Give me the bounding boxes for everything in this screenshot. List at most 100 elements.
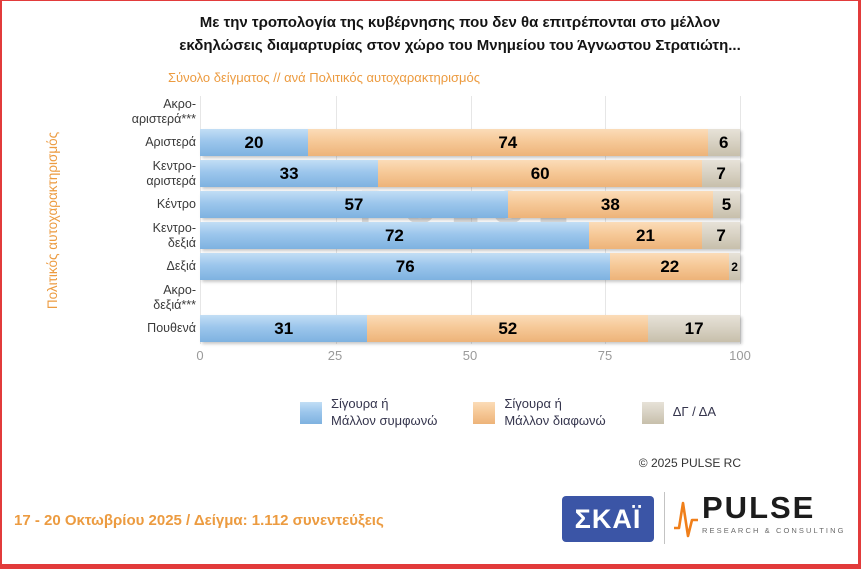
pulse-logo-text-block: PULSE RESEARCH & CONSULTING (702, 492, 846, 535)
bar-stack: 20 74 6 (200, 129, 740, 156)
chart-row: Αριστερά 20 74 6 (90, 127, 740, 158)
chart-row: Κεντρο- αριστερά 33 60 7 (90, 158, 740, 189)
gridline (605, 96, 607, 344)
bar-value: 22 (660, 256, 680, 276)
x-axis: 0 25 50 75 100 (196, 348, 750, 366)
category-label: Κέντρο (156, 197, 196, 212)
chart-rows: Ακρο- αριστερά*** Αριστερά 20 74 6 Κεντρο- αρ… (90, 96, 740, 344)
pulse-waveform-icon (674, 501, 698, 538)
bar-value: 76 (395, 256, 415, 276)
bar-segment: 60 (378, 160, 703, 187)
bar-value: 60 (530, 163, 550, 183)
bar-value: 7 (716, 163, 726, 183)
bar-segment: 52 (367, 315, 649, 342)
bar-segment: 5 (712, 191, 740, 218)
bar-value: 2 (731, 259, 738, 274)
category-label: Κεντρο- αριστερά (146, 159, 196, 188)
bar-value: 5 (721, 194, 732, 214)
category-label: Δεξιά (166, 259, 196, 274)
bar-value: 7 (716, 225, 726, 245)
category-label: Ακρο- δεξιά*** (153, 283, 196, 312)
legend-item: ΔΓ / ΔΑ (641, 401, 717, 424)
bar-segment: 21 (588, 222, 703, 249)
pulse-logo-text: PULSE (702, 490, 816, 525)
bar-value: 57 (344, 194, 364, 214)
category-label: Πουθενά (147, 321, 196, 336)
chart-row: Ακρο- αριστερά*** (90, 96, 740, 127)
bar-segment: 20 (200, 129, 308, 156)
category-label: Ακρο- αριστερά*** (131, 97, 196, 126)
chart-row: Πουθενά 31 52 17 (90, 313, 740, 344)
bar-stack: 31 52 17 (200, 315, 740, 342)
bar-segment: 57 (200, 191, 508, 218)
bar-segment: 38 (507, 191, 713, 218)
chart-subtitle: Σύνολο δείγματος // ανά Πολιτικός αυτοχα… (168, 70, 480, 85)
copyright-text: © 2025 PULSE RC (638, 456, 741, 470)
skai-logo: ΣΚΑΪ (562, 496, 654, 542)
bar-segment: 2 (729, 253, 740, 280)
bar-value: 33 (279, 163, 299, 183)
bar-stack: 76 22 2 (200, 253, 740, 280)
bar-track: 76 22 2 (200, 253, 740, 280)
legend-swatch (473, 401, 496, 424)
bar-segment: 74 (308, 129, 708, 156)
pulse-logo: PULSE RESEARCH & CONSULTING (664, 492, 846, 544)
bar-value: 17 (684, 318, 704, 338)
x-tick-label: 0 (196, 348, 204, 363)
chart-row: Δεξιά 76 22 2 (90, 251, 740, 282)
bar-value: 72 (384, 225, 404, 245)
y-axis-label: Πολιτικός αυτοχαρακτηρισμός (45, 131, 61, 309)
bar-value: 21 (636, 225, 655, 245)
legend-swatch (641, 401, 664, 424)
bar-segment: 22 (610, 253, 730, 280)
bar-track: 33 60 7 (200, 160, 740, 187)
x-tick-label: 50 (462, 348, 478, 363)
legend-label: Σίγουρα ή Μάλλον συμφωνώ (331, 396, 438, 428)
bar-value: 38 (600, 194, 620, 214)
bar-segment: 72 (200, 222, 589, 249)
bar-value: 74 (498, 132, 518, 152)
survey-info-text: 17 - 20 Οκτωβρίου 2025 / Δείγμα: 1.112 σ… (14, 512, 384, 529)
chart-row: Ακρο- δεξιά*** (90, 282, 740, 313)
x-tick-label: 100 (729, 348, 751, 363)
bar-track: 57 38 5 (200, 191, 740, 218)
bar-stack: 33 60 7 (200, 160, 740, 187)
bar-value: 20 (244, 132, 264, 152)
bar-track: 20 74 6 (200, 129, 740, 156)
bar-segment: 17 (648, 315, 740, 342)
bar-segment: 31 (200, 315, 368, 342)
skai-logo-text: ΣΚΑΪ (574, 503, 642, 534)
legend: Σίγουρα ή Μάλλον συμφωνώ Σίγουρα ή Μάλλον… (300, 396, 716, 430)
bar-track (200, 284, 740, 311)
bar-value: 31 (274, 318, 294, 338)
legend-swatch (300, 401, 322, 424)
gridline (470, 96, 472, 344)
bar-track: 72 21 7 (200, 222, 740, 249)
category-label: Αριστερά (145, 135, 196, 150)
chart-title: Με την τροπολογία της κυβέρνησης που δεν… (179, 14, 741, 54)
bar-value: 6 (719, 132, 729, 152)
x-tick-label: 75 (597, 348, 613, 363)
logo-divider (664, 492, 665, 544)
x-tick-label: 25 (327, 348, 343, 363)
pulse-logo-subtext: RESEARCH & CONSULTING (702, 526, 846, 535)
bar-segment: 76 (200, 253, 611, 280)
bar-segment: 33 (200, 160, 379, 187)
bar-value: 52 (498, 318, 518, 338)
legend-label: ΔΓ / ΔΑ (672, 404, 717, 420)
gridline (335, 96, 337, 344)
bar-stack: 57 38 5 (200, 191, 740, 218)
chart-row: Κέντρο 57 38 5 (90, 189, 740, 220)
bar-segment: 7 (702, 222, 740, 249)
bar-stack: 72 21 7 (200, 222, 740, 249)
legend-item: Σίγουρα ή Μάλλον συμφωνώ (300, 396, 437, 430)
bar-segment: 6 (707, 129, 740, 156)
legend-label: Σίγουρα ή Μάλλον διαφωνώ (504, 396, 606, 428)
bar-segment: 7 (702, 160, 740, 187)
bar-track: 31 52 17 (200, 315, 740, 342)
chart-row: Κεντρο- δεξιά 72 21 7 (90, 220, 740, 251)
y-axis-label-wrap: Πολιτικός αυτοχαρακτηρισμός (36, 96, 70, 344)
stacked-bar-chart: PULSE RESEARCH & CONSULTING Ακρο- αριστε… (90, 96, 751, 376)
category-label: Κεντρο- δεξιά (152, 221, 196, 250)
